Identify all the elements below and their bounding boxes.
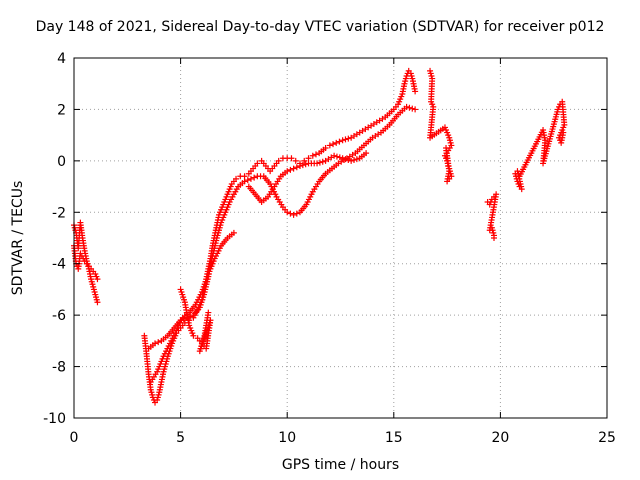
- data-point: [314, 160, 321, 167]
- data-point: [292, 157, 299, 164]
- data-point: [351, 157, 358, 163]
- data-point: [305, 155, 312, 162]
- data-point: [290, 165, 297, 172]
- series-track-b: [141, 67, 419, 406]
- data-point: [409, 105, 416, 112]
- data-point: [288, 155, 295, 162]
- x-tick-label: 15: [385, 430, 403, 446]
- y-tick-label: 0: [57, 154, 66, 170]
- x-axis-label: GPS time / hours: [281, 457, 400, 473]
- series-track-a2: [71, 242, 101, 283]
- chart-title: Day 148 of 2021, Sidereal Day-to-day VTE…: [35, 19, 605, 35]
- data-point: [363, 150, 370, 157]
- x-tick-label: 25: [598, 430, 616, 446]
- data-point: [345, 157, 352, 163]
- data-point: [412, 88, 419, 95]
- data-point: [94, 276, 101, 283]
- data-point: [491, 235, 498, 241]
- data-point: [287, 166, 294, 173]
- x-tick-label: 20: [491, 430, 509, 446]
- data-point: [353, 156, 360, 163]
- y-tick-label: 2: [57, 102, 66, 118]
- data-point: [316, 159, 323, 166]
- data-point: [296, 163, 303, 169]
- series-track-d: [147, 229, 237, 385]
- data-point: [560, 129, 567, 136]
- data-point: [244, 177, 251, 184]
- data-point: [290, 211, 297, 218]
- data-point: [342, 156, 349, 163]
- data-points: [71, 67, 568, 406]
- data-point: [412, 106, 419, 113]
- data-point: [293, 164, 300, 171]
- data-point: [275, 157, 282, 164]
- data-point: [205, 309, 212, 316]
- data-point: [333, 153, 340, 160]
- data-point: [331, 152, 338, 159]
- data-point: [251, 174, 258, 181]
- axis-ticks: 0 5 10 15 20 25 -10 -8 -6 -4 -2 0 2 4: [43, 51, 616, 446]
- x-tick-label: 5: [176, 430, 185, 446]
- series-track-g: [427, 67, 455, 185]
- data-point: [152, 340, 159, 347]
- y-tick-label: -4: [52, 257, 66, 273]
- data-point: [322, 145, 329, 151]
- data-point: [312, 151, 319, 158]
- y-tick-label: -2: [52, 205, 66, 221]
- data-point: [339, 137, 346, 144]
- series-track-f: [177, 286, 214, 355]
- plot-frame: [73, 57, 608, 419]
- y-tick-label: -8: [52, 360, 66, 376]
- data-point: [299, 162, 306, 169]
- y-tick-label: -10: [43, 411, 66, 427]
- data-point: [309, 152, 316, 159]
- data-point: [336, 138, 343, 145]
- data-point: [254, 160, 261, 167]
- data-point: [330, 141, 337, 148]
- data-point: [94, 299, 101, 306]
- data-point: [342, 136, 349, 143]
- data-point: [333, 139, 340, 146]
- data-point: [241, 178, 248, 185]
- data-point: [326, 142, 333, 149]
- data-point: [155, 339, 162, 346]
- data-point: [302, 161, 309, 168]
- data-point: [284, 168, 291, 175]
- data-point: [348, 157, 355, 164]
- x-tick-label: 10: [278, 430, 296, 446]
- data-point: [445, 163, 452, 169]
- y-tick-label: -6: [52, 308, 66, 324]
- data-point: [406, 104, 413, 111]
- data-point: [241, 173, 248, 180]
- data-point: [301, 157, 308, 164]
- data-point: [403, 103, 410, 110]
- data-point: [336, 154, 343, 161]
- data-point: [284, 209, 291, 216]
- data-point: [339, 155, 346, 162]
- data-point: [345, 135, 352, 142]
- x-tick-label: 0: [70, 430, 79, 446]
- data-point: [293, 210, 300, 217]
- data-point: [233, 175, 240, 182]
- y-axis-label: SDTVAR / TECUs: [10, 180, 26, 296]
- series-track-h: [484, 98, 568, 241]
- grid-lines: [74, 58, 607, 418]
- y-tick-label: 4: [57, 51, 66, 67]
- data-point: [247, 175, 254, 182]
- series-track-e: [245, 150, 370, 205]
- data-point: [190, 332, 197, 339]
- data-point: [287, 210, 294, 217]
- data-point: [230, 229, 237, 236]
- data-point: [319, 158, 326, 165]
